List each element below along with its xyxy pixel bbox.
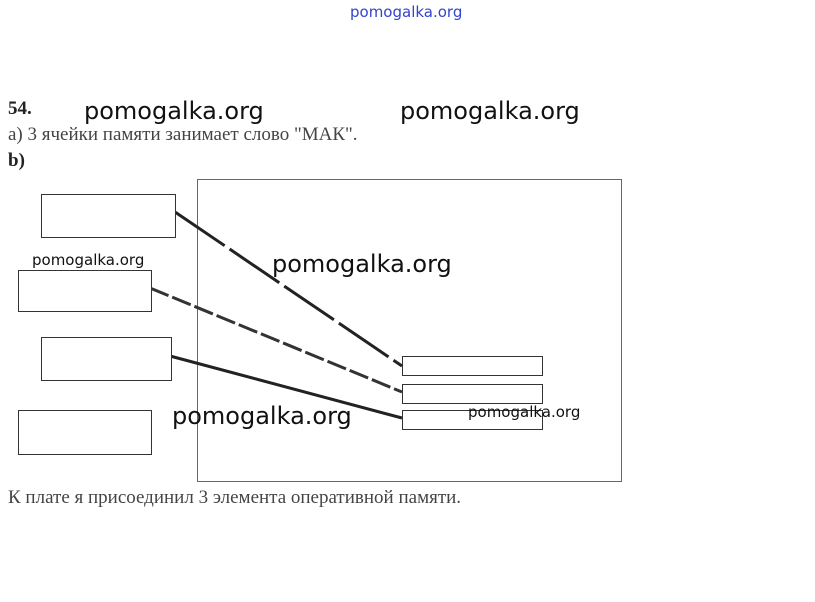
connection-line-3 [169, 354, 403, 420]
memory-slot-2 [402, 384, 543, 404]
module-box-1 [41, 194, 176, 238]
memory-slot-3 [402, 410, 543, 430]
site-header-link[interactable]: pomogalka.org [350, 3, 463, 21]
task-part-a: a) 3 ячейки памяти занимает слово "МАК". [8, 124, 358, 145]
task-part-b: b) [8, 150, 25, 171]
task-conclusion: К плате я присоединил 3 элемента операти… [8, 487, 462, 508]
watermark: pomogalka.org [400, 97, 580, 125]
watermark: pomogalka.org [172, 402, 352, 430]
watermark: pomogalka.org [272, 250, 452, 278]
connection-line-1 [174, 210, 403, 368]
watermark: pomogalka.org [468, 403, 581, 421]
watermark: pomogalka.org [84, 97, 264, 125]
module-box-4 [18, 410, 152, 455]
task-number: 54. [8, 98, 32, 119]
watermark: pomogalka.org [32, 251, 145, 269]
memory-slot-1 [402, 356, 543, 376]
connection-line-2 [149, 286, 403, 394]
motherboard-frame [197, 179, 622, 482]
module-box-3 [41, 337, 172, 381]
module-box-2 [18, 270, 152, 312]
